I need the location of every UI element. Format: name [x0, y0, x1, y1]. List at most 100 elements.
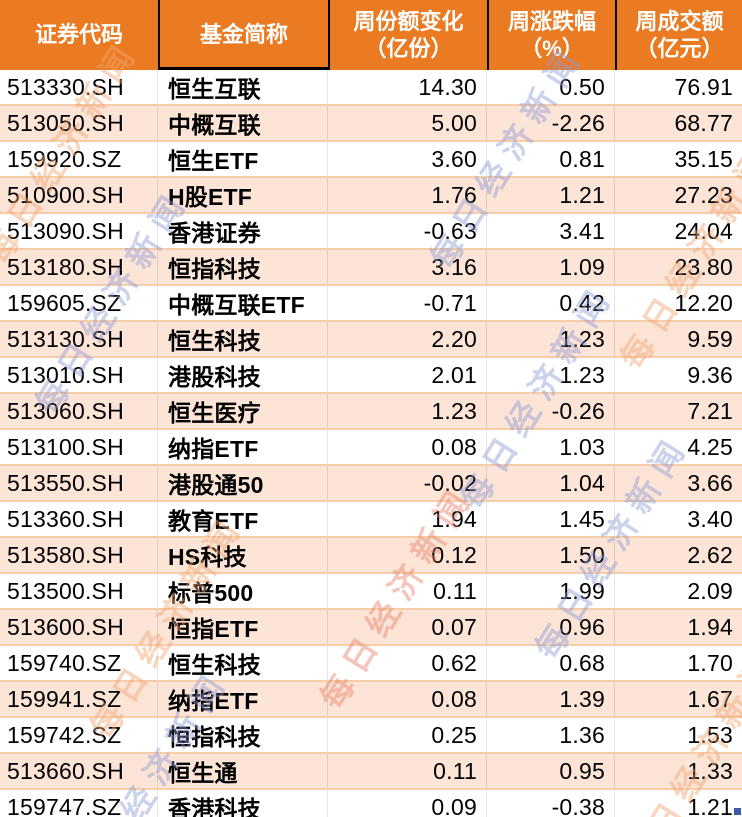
- turnover-cell[interactable]: 1.33: [687, 757, 733, 784]
- pct-change-cell[interactable]: 1.23: [487, 322, 615, 356]
- turnover-cell[interactable]: 76.91: [674, 73, 733, 100]
- code-cell[interactable]: 513060.SH: [0, 394, 158, 428]
- fund-name-cell[interactable]: 香港科技: [158, 790, 328, 817]
- pct-change-cell[interactable]: 1.36: [487, 718, 615, 752]
- fund-name-cell[interactable]: H股ETF: [158, 178, 328, 212]
- share-change-cell[interactable]: 0.08: [328, 430, 487, 464]
- fund-name-cell[interactable]: HS科技: [158, 538, 328, 572]
- turnover-cell[interactable]: 23.80: [674, 253, 733, 280]
- code-cell[interactable]: 513090.SH: [0, 214, 158, 248]
- code-cell[interactable]: 513360.SH: [0, 502, 158, 536]
- pct-change-cell[interactable]: 0.50: [487, 70, 615, 104]
- share-change-cell[interactable]: 5.00: [328, 106, 487, 140]
- code-cell[interactable]: 513330.SH: [0, 70, 158, 104]
- code-cell[interactable]: 513050.SH: [0, 106, 158, 140]
- turnover-cell[interactable]: 1.94: [687, 613, 733, 640]
- code-cell[interactable]: 510900.SH: [0, 178, 158, 212]
- fund-name-cell[interactable]: 恒生科技: [158, 322, 328, 356]
- share-change-cell[interactable]: 3.16: [328, 250, 487, 284]
- turnover-cell[interactable]: 24.04: [674, 217, 733, 244]
- share-change-cell[interactable]: 3.60: [328, 142, 487, 176]
- pct-change-cell[interactable]: 1.45: [487, 502, 615, 536]
- pct-change-cell[interactable]: 1.50: [487, 538, 615, 572]
- code-cell[interactable]: 159920.SZ: [0, 142, 158, 176]
- header-cell-share-change[interactable]: 周份额变化 （亿份）: [328, 0, 487, 70]
- code-cell[interactable]: 513660.SH: [0, 754, 158, 788]
- pct-change-cell[interactable]: 1.21: [487, 178, 615, 212]
- autofill-handle[interactable]: [732, 806, 741, 815]
- code-cell[interactable]: 159742.SZ: [0, 718, 158, 752]
- code-cell[interactable]: 159605.SZ: [0, 286, 158, 320]
- fund-name-cell[interactable]: 港股通50: [158, 466, 328, 500]
- turnover-cell[interactable]: 27.23: [674, 181, 733, 208]
- fund-name-cell[interactable]: 纳指ETF: [158, 682, 328, 716]
- pct-change-cell[interactable]: 1.09: [487, 250, 615, 284]
- header-cell-code[interactable]: 证券代码: [0, 0, 158, 70]
- pct-change-cell[interactable]: -0.26: [487, 394, 615, 428]
- code-cell[interactable]: 159747.SZ: [0, 790, 158, 817]
- code-cell[interactable]: 513550.SH: [0, 466, 158, 500]
- turnover-cell[interactable]: 9.59: [687, 325, 733, 352]
- code-cell[interactable]: 513600.SH: [0, 610, 158, 644]
- share-change-cell[interactable]: 0.11: [328, 574, 487, 608]
- turnover-cell[interactable]: 2.62: [687, 541, 733, 568]
- share-change-cell[interactable]: 0.09: [328, 790, 487, 817]
- share-change-cell[interactable]: 0.08: [328, 682, 487, 716]
- header-cell-pct-change[interactable]: 周涨跌幅 （%）: [487, 0, 615, 70]
- turnover-cell[interactable]: 12.20: [674, 289, 733, 316]
- share-change-cell[interactable]: 1.23: [328, 394, 487, 428]
- fund-name-cell[interactable]: 恒生通: [158, 754, 328, 788]
- pct-change-cell[interactable]: 0.96: [487, 610, 615, 644]
- share-change-cell[interactable]: -0.02: [328, 466, 487, 500]
- code-cell[interactable]: 513130.SH: [0, 322, 158, 356]
- pct-change-cell[interactable]: 1.39: [487, 682, 615, 716]
- share-change-cell[interactable]: -0.63: [328, 214, 487, 248]
- turnover-cell[interactable]: 35.15: [674, 145, 733, 172]
- fund-name-cell[interactable]: 纳指ETF: [158, 430, 328, 464]
- fund-name-cell[interactable]: 中概互联: [158, 106, 328, 140]
- fund-name-cell[interactable]: 恒指科技: [158, 718, 328, 752]
- pct-change-cell[interactable]: 1.04: [487, 466, 615, 500]
- fund-name-cell[interactable]: 香港证券: [158, 214, 328, 248]
- turnover-cell[interactable]: 2.09: [687, 577, 733, 604]
- header-cell-name[interactable]: 基金简称: [158, 0, 328, 70]
- turnover-cell[interactable]: 1.21: [687, 793, 733, 817]
- share-change-cell[interactable]: 0.12: [328, 538, 487, 572]
- pct-change-cell[interactable]: 0.81: [487, 142, 615, 176]
- turnover-cell[interactable]: 9.36: [687, 361, 733, 388]
- fund-name-cell[interactable]: 恒指ETF: [158, 610, 328, 644]
- pct-change-cell[interactable]: -0.38: [487, 790, 615, 817]
- turnover-cell[interactable]: 4.25: [687, 433, 733, 460]
- share-change-cell[interactable]: 0.25: [328, 718, 487, 752]
- share-change-cell[interactable]: 2.20: [328, 322, 487, 356]
- fund-name-cell[interactable]: 标普500: [158, 574, 328, 608]
- header-cell-turnover[interactable]: 周成交额 （亿元）: [615, 0, 742, 70]
- pct-change-cell[interactable]: -2.26: [487, 106, 615, 140]
- fund-name-cell[interactable]: 港股科技: [158, 358, 328, 392]
- turnover-cell[interactable]: 3.66: [687, 469, 733, 496]
- fund-name-cell[interactable]: 恒生科技: [158, 646, 328, 680]
- pct-change-cell[interactable]: 1.23: [487, 358, 615, 392]
- code-cell[interactable]: 513580.SH: [0, 538, 158, 572]
- code-cell[interactable]: 159740.SZ: [0, 646, 158, 680]
- share-change-cell[interactable]: 1.76: [328, 178, 487, 212]
- share-change-cell[interactable]: 2.01: [328, 358, 487, 392]
- turnover-cell[interactable]: 1.70: [687, 649, 733, 676]
- pct-change-cell[interactable]: 0.42: [487, 286, 615, 320]
- share-change-cell[interactable]: -0.71: [328, 286, 487, 320]
- pct-change-cell[interactable]: 0.95: [487, 754, 615, 788]
- turnover-cell[interactable]: 1.67: [687, 685, 733, 712]
- code-cell[interactable]: 513100.SH: [0, 430, 158, 464]
- pct-change-cell[interactable]: 3.41: [487, 214, 615, 248]
- share-change-cell[interactable]: 14.30: [328, 70, 487, 104]
- pct-change-cell[interactable]: 1.99: [487, 574, 615, 608]
- code-cell[interactable]: 513180.SH: [0, 250, 158, 284]
- turnover-cell[interactable]: 1.53: [687, 721, 733, 748]
- fund-name-cell[interactable]: 中概互联ETF: [158, 286, 328, 320]
- fund-name-cell[interactable]: 教育ETF: [158, 502, 328, 536]
- fund-name-cell[interactable]: 恒生医疗: [158, 394, 328, 428]
- code-cell[interactable]: 513500.SH: [0, 574, 158, 608]
- fund-name-cell[interactable]: 恒指科技: [158, 250, 328, 284]
- turnover-cell[interactable]: 3.40: [687, 505, 733, 532]
- share-change-cell[interactable]: 0.62: [328, 646, 487, 680]
